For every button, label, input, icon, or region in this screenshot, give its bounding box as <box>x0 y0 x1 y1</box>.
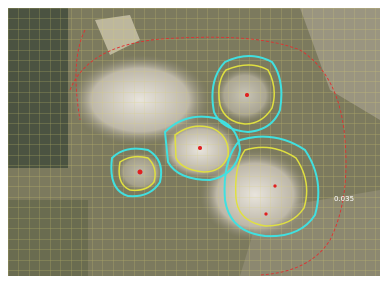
grid-overlay <box>8 8 380 276</box>
contour-label: 0.035 <box>334 195 354 203</box>
aerial-image: 0.035 <box>0 0 385 281</box>
page: {"overlay": {"contour_label": "0.035"}} <box>0 0 385 281</box>
